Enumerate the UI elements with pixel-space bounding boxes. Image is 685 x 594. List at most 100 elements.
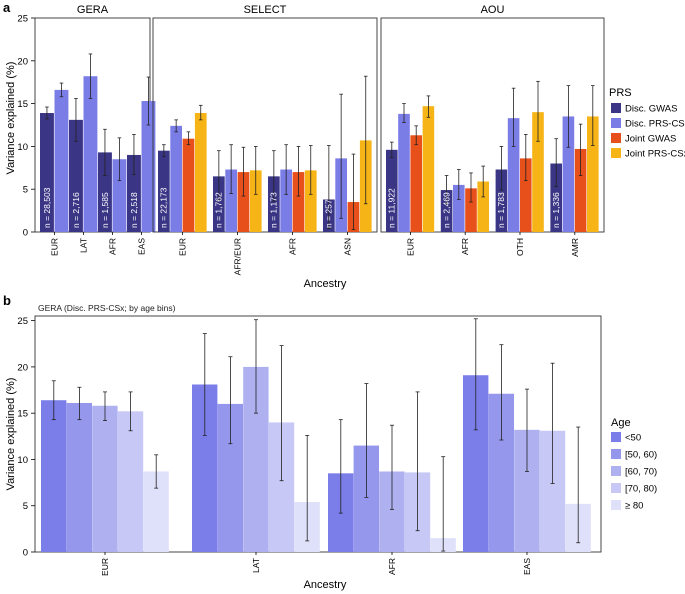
panel-a-facet-title: SELECT (244, 4, 287, 16)
panel-a-ytick-label: 10 (17, 142, 28, 153)
panel-a-xtick-label: OTH (515, 238, 525, 256)
panel-b-bar (41, 400, 67, 552)
panel-a-bar (170, 125, 182, 232)
panel-b-title: GERA (Disc. PRS-CSx; by age bins) (38, 303, 176, 313)
panel-b-ytick-label: 5 (23, 501, 28, 512)
panel-b-legend-label: ≥ 80 (625, 501, 643, 512)
panel-b-xtick-label: LAT (251, 558, 261, 573)
panel-a-bar (398, 113, 410, 232)
panel-a-xtick-label: EUR (178, 238, 188, 256)
panel-a-bar (98, 152, 112, 232)
panel-a-bar (225, 169, 237, 232)
panel-a-facet-title: AOU (481, 4, 505, 16)
panel-b-label: b (3, 293, 11, 308)
panel-a-bar (182, 138, 195, 232)
panel-a-sample-size-label: n = 28,503 (42, 187, 52, 228)
panel-b-ytick-label: 10 (17, 455, 28, 466)
panel-a-xtick-label: AFR/EUR (233, 238, 243, 275)
panel-a-legend-swatch (611, 148, 621, 158)
panel-a-facet-frame (152, 17, 378, 233)
panel-a-ytick-label: 5 (23, 185, 28, 196)
panel-b-legend-swatch (611, 500, 621, 510)
panel-a-bar (292, 172, 305, 232)
panel-b-bar (92, 405, 118, 552)
panel-b-legend: <50 [50, 60) [60, 70) [70, 80) ≥ 80 (611, 432, 657, 512)
panel-a-bar (440, 190, 453, 232)
panel-b-legend-label: [50, 60) (625, 450, 657, 461)
panel-a-legend-swatch (611, 118, 621, 128)
panel-a-legend-swatch (611, 133, 621, 143)
panel-a-xtick-label: EUR (405, 238, 415, 256)
panel-a-bar (495, 169, 508, 232)
panel-a-bar (127, 154, 141, 232)
panel-a-xtick-label: AFR (288, 238, 298, 255)
panel-b-bar (66, 402, 92, 552)
panel-a-xtick-label: AMR (570, 238, 580, 257)
panel-b-xtick-label: EUR (100, 558, 110, 576)
panel-a-ytick-label: 15 (17, 99, 28, 110)
panel-a-bar (213, 176, 225, 232)
panel-a-bar (268, 176, 280, 232)
panel-a-label: a (3, 0, 11, 15)
panel-a-sample-size-label: n = 1,783 (496, 192, 506, 228)
panel-a-bar (477, 181, 489, 232)
panel-b-xtick-label: EAS (522, 558, 532, 575)
panel-a-sample-size-label: n = 257 (324, 199, 334, 228)
panel-a-sample-size-label: n = 1,173 (269, 192, 279, 228)
panel-a-bar (520, 158, 532, 232)
panel-a-bar (304, 170, 317, 232)
panel-a-legend-label: Joint GWAS (625, 134, 676, 145)
panel-a-bar (194, 113, 207, 232)
panel-b-ytick-label: 0 (23, 548, 28, 559)
panel-a-bar (587, 116, 599, 232)
panel-b-plot: 0 5 10 15 20 25 EUR LAT AFR EAS (17, 315, 602, 576)
panel-b-ytick-label: 15 (17, 409, 28, 420)
panel-b-legend-swatch (611, 483, 621, 493)
panel-a-bar (83, 76, 98, 232)
panel-a-bar (158, 150, 170, 232)
panel-b-x-axis-label: Ancestry (304, 579, 347, 591)
panel-a-facet-frame (380, 17, 605, 233)
panel-b-legend-swatch (611, 449, 621, 459)
panel-a-bar (69, 119, 83, 232)
panel-a-sample-size-label: n = 1,585 (100, 192, 110, 228)
panel-a-x-axis-label: Ancestry (304, 278, 347, 290)
panel-a-sample-size-label: n = 2,518 (129, 192, 139, 228)
panel-a-bar (141, 101, 156, 232)
panel-a-sample-size-label: n = 1,762 (214, 192, 224, 228)
panel-b-ytick-label: 25 (17, 316, 28, 327)
panel-b-xtick-label: AFR (387, 558, 397, 575)
panel-b-legend-swatch (611, 432, 621, 442)
panel-a-xtick-label: AFR (108, 238, 118, 255)
panel-a-legend-label: Joint PRS-CSx (625, 149, 685, 160)
panel-b-y-axis-label: Variance explained (%) (5, 378, 17, 491)
panel-a-xtick-label: ASN (343, 238, 353, 255)
panel-a-xtick-label: LAT (79, 238, 89, 253)
panel-a-bar (112, 159, 127, 232)
panel-a-xtick-label: AFR (460, 238, 470, 255)
panel-a-bar (465, 188, 477, 232)
panel-b-bar (117, 411, 144, 552)
panel-a-sample-size-label: n = 2,716 (71, 192, 81, 228)
panel-b-legend-title: Age (611, 417, 631, 429)
panel-b-ytick-label: 20 (17, 362, 28, 373)
panel-a-sample-size-label: n = 2,469 (441, 192, 451, 228)
panel-a-ytick-label: 25 (17, 14, 28, 25)
panel-a-legend-label: Disc. PRS-CSx (625, 119, 685, 130)
panel-a-legend-title: PRS (609, 87, 632, 99)
panel-a-bar (507, 118, 520, 232)
panel-a-sample-size-label: n = 11,922 (387, 188, 397, 228)
panel-a-legend: Disc. GWAS Disc. PRS-CSx Joint GWAS Joint P… (611, 103, 685, 160)
panel-a-bar (40, 113, 54, 232)
panel-a-bar (249, 170, 262, 232)
panel-a-legend-swatch (611, 103, 621, 113)
panel-a-bar (574, 148, 587, 232)
panel-a-bar (422, 106, 435, 232)
panel-a-sample-size-label: n = 22,173 (159, 187, 169, 228)
panel-a-xtick-label: EUR (50, 238, 60, 256)
panel-a-bar (550, 163, 562, 232)
panel-a-ytick-label: 20 (17, 56, 28, 67)
panel-a-bar (562, 116, 575, 232)
panel-a-sample-size-label: n = 1,336 (551, 192, 561, 228)
